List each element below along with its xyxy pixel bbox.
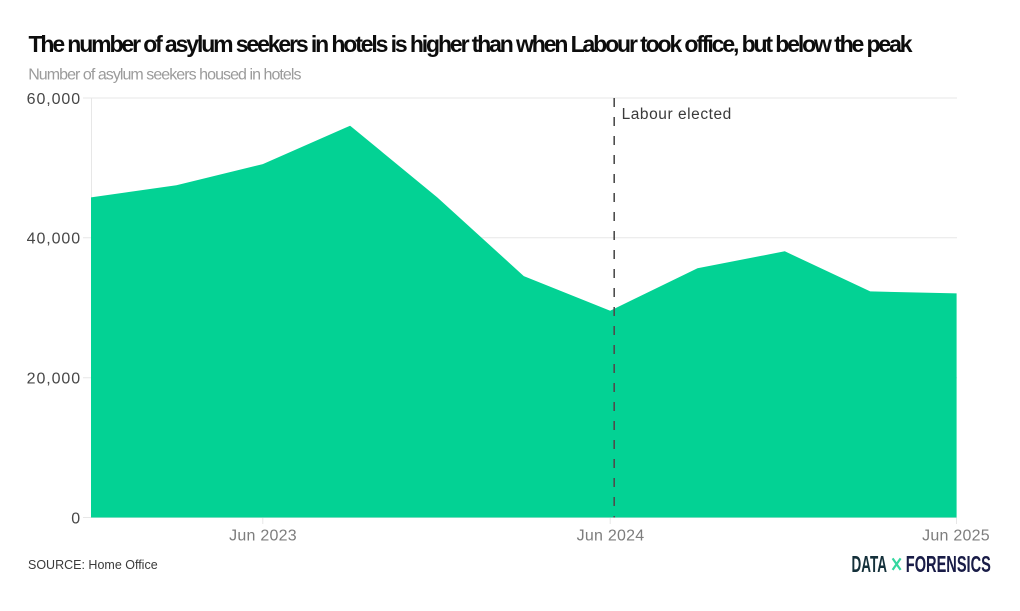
svg-text:Jun 2024: Jun 2024: [577, 528, 645, 545]
svg-text:DATA: DATA: [852, 551, 888, 577]
svg-text:The number of asylum seekers i: The number of asylum seekers in hotels i…: [29, 31, 913, 57]
svg-text:20,000: 20,000: [27, 371, 81, 388]
svg-text:40,000: 40,000: [27, 231, 81, 248]
svg-text:Number of asylum seekers house: Number of asylum seekers housed in hotel…: [28, 67, 301, 84]
svg-text:Jun 2025: Jun 2025: [922, 528, 990, 545]
svg-text:0: 0: [71, 510, 81, 527]
svg-text:60,000: 60,000: [27, 91, 81, 108]
svg-text:Labour elected: Labour elected: [622, 106, 732, 123]
svg-text:Jun 2023: Jun 2023: [229, 528, 297, 545]
svg-text:FORENSICS: FORENSICS: [906, 553, 991, 578]
svg-text:SOURCE: Home Office: SOURCE: Home Office: [28, 558, 158, 572]
